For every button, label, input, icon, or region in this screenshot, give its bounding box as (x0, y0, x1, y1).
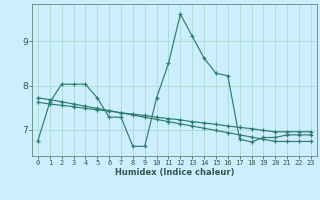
X-axis label: Humidex (Indice chaleur): Humidex (Indice chaleur) (115, 168, 234, 177)
